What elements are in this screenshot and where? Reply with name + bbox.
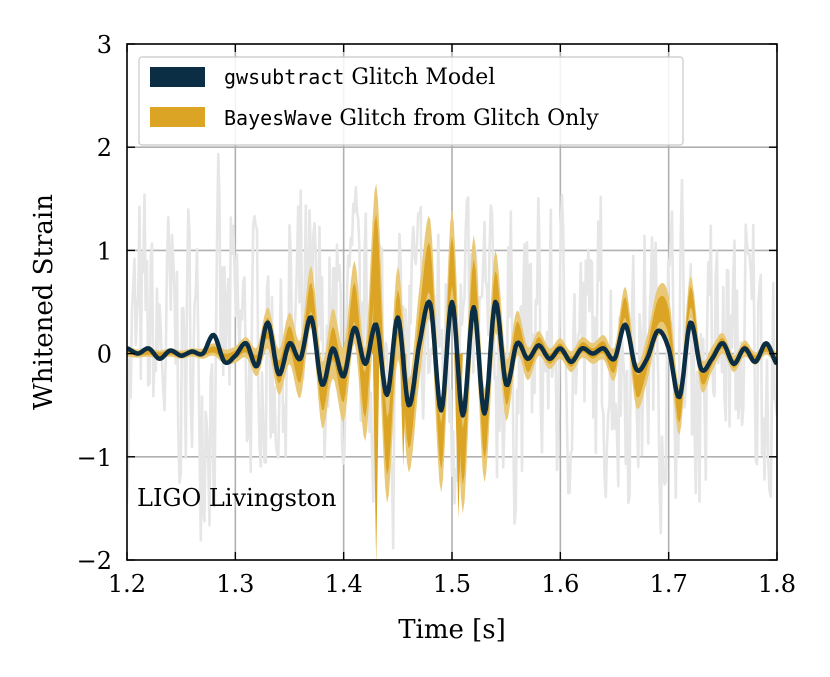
legend-code-bayeswave: BayesWave [224,106,332,130]
legend-swatch-gwsubtract [150,67,205,87]
x-axis-title: Time [s] [398,615,506,645]
legend-swatch-bayeswave [150,107,205,127]
x-tick-label: 1.2 [108,570,146,598]
y-tick-label: 2 [97,134,112,162]
x-tick-label: 1.8 [758,570,796,598]
axis-ticks: 1.2 1.3 1.4 1.5 1.6 1.7 1.8 −2 −1 0 1 2 3 [77,31,796,598]
legend-entry-bayeswave: BayesWave Glitch from Glitch Only [224,106,599,131]
whitened-data-line [127,152,777,550]
x-tick-label: 1.5 [433,570,471,598]
legend-label-bayeswave: Glitch from Glitch Only [332,106,599,131]
gwsubtract-model-line [127,299,777,418]
legend-entry-gwsubtract: gwsubtract Glitch Model [224,65,495,90]
x-tick-label: 1.6 [541,570,579,598]
legend-box [138,56,684,146]
x-tick-label: 1.7 [650,570,688,598]
y-tick-label: 1 [97,237,112,265]
bayeswave-band-50 [127,214,777,485]
y-tick-label: 3 [97,31,112,59]
x-tick-label: 1.4 [325,570,363,598]
y-tick-label: −1 [77,444,112,472]
y-axis-title: Whitened Strain [29,194,59,410]
y-tick-label: −2 [77,547,112,575]
legend-label-gwsubtract: Glitch Model [344,65,495,90]
legend-code-gwsubtract: gwsubtract [224,65,344,89]
x-tick-label: 1.3 [216,570,254,598]
detector-annotation: LIGO Livingston [137,484,336,512]
y-tick-label: 0 [97,341,112,369]
legend: gwsubtract Glitch Model BayesWave Glitch… [138,56,684,146]
bayeswave-spike [372,353,380,560]
plot-area [127,152,777,560]
